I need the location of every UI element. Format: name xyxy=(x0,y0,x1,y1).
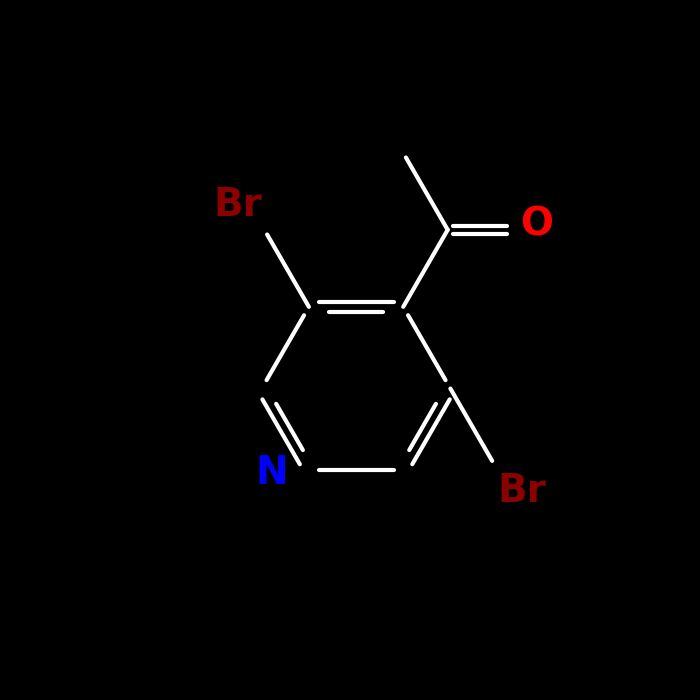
Text: Br: Br xyxy=(498,472,546,510)
Text: Br: Br xyxy=(213,186,262,224)
Text: O: O xyxy=(521,205,554,244)
Text: N: N xyxy=(256,454,288,492)
